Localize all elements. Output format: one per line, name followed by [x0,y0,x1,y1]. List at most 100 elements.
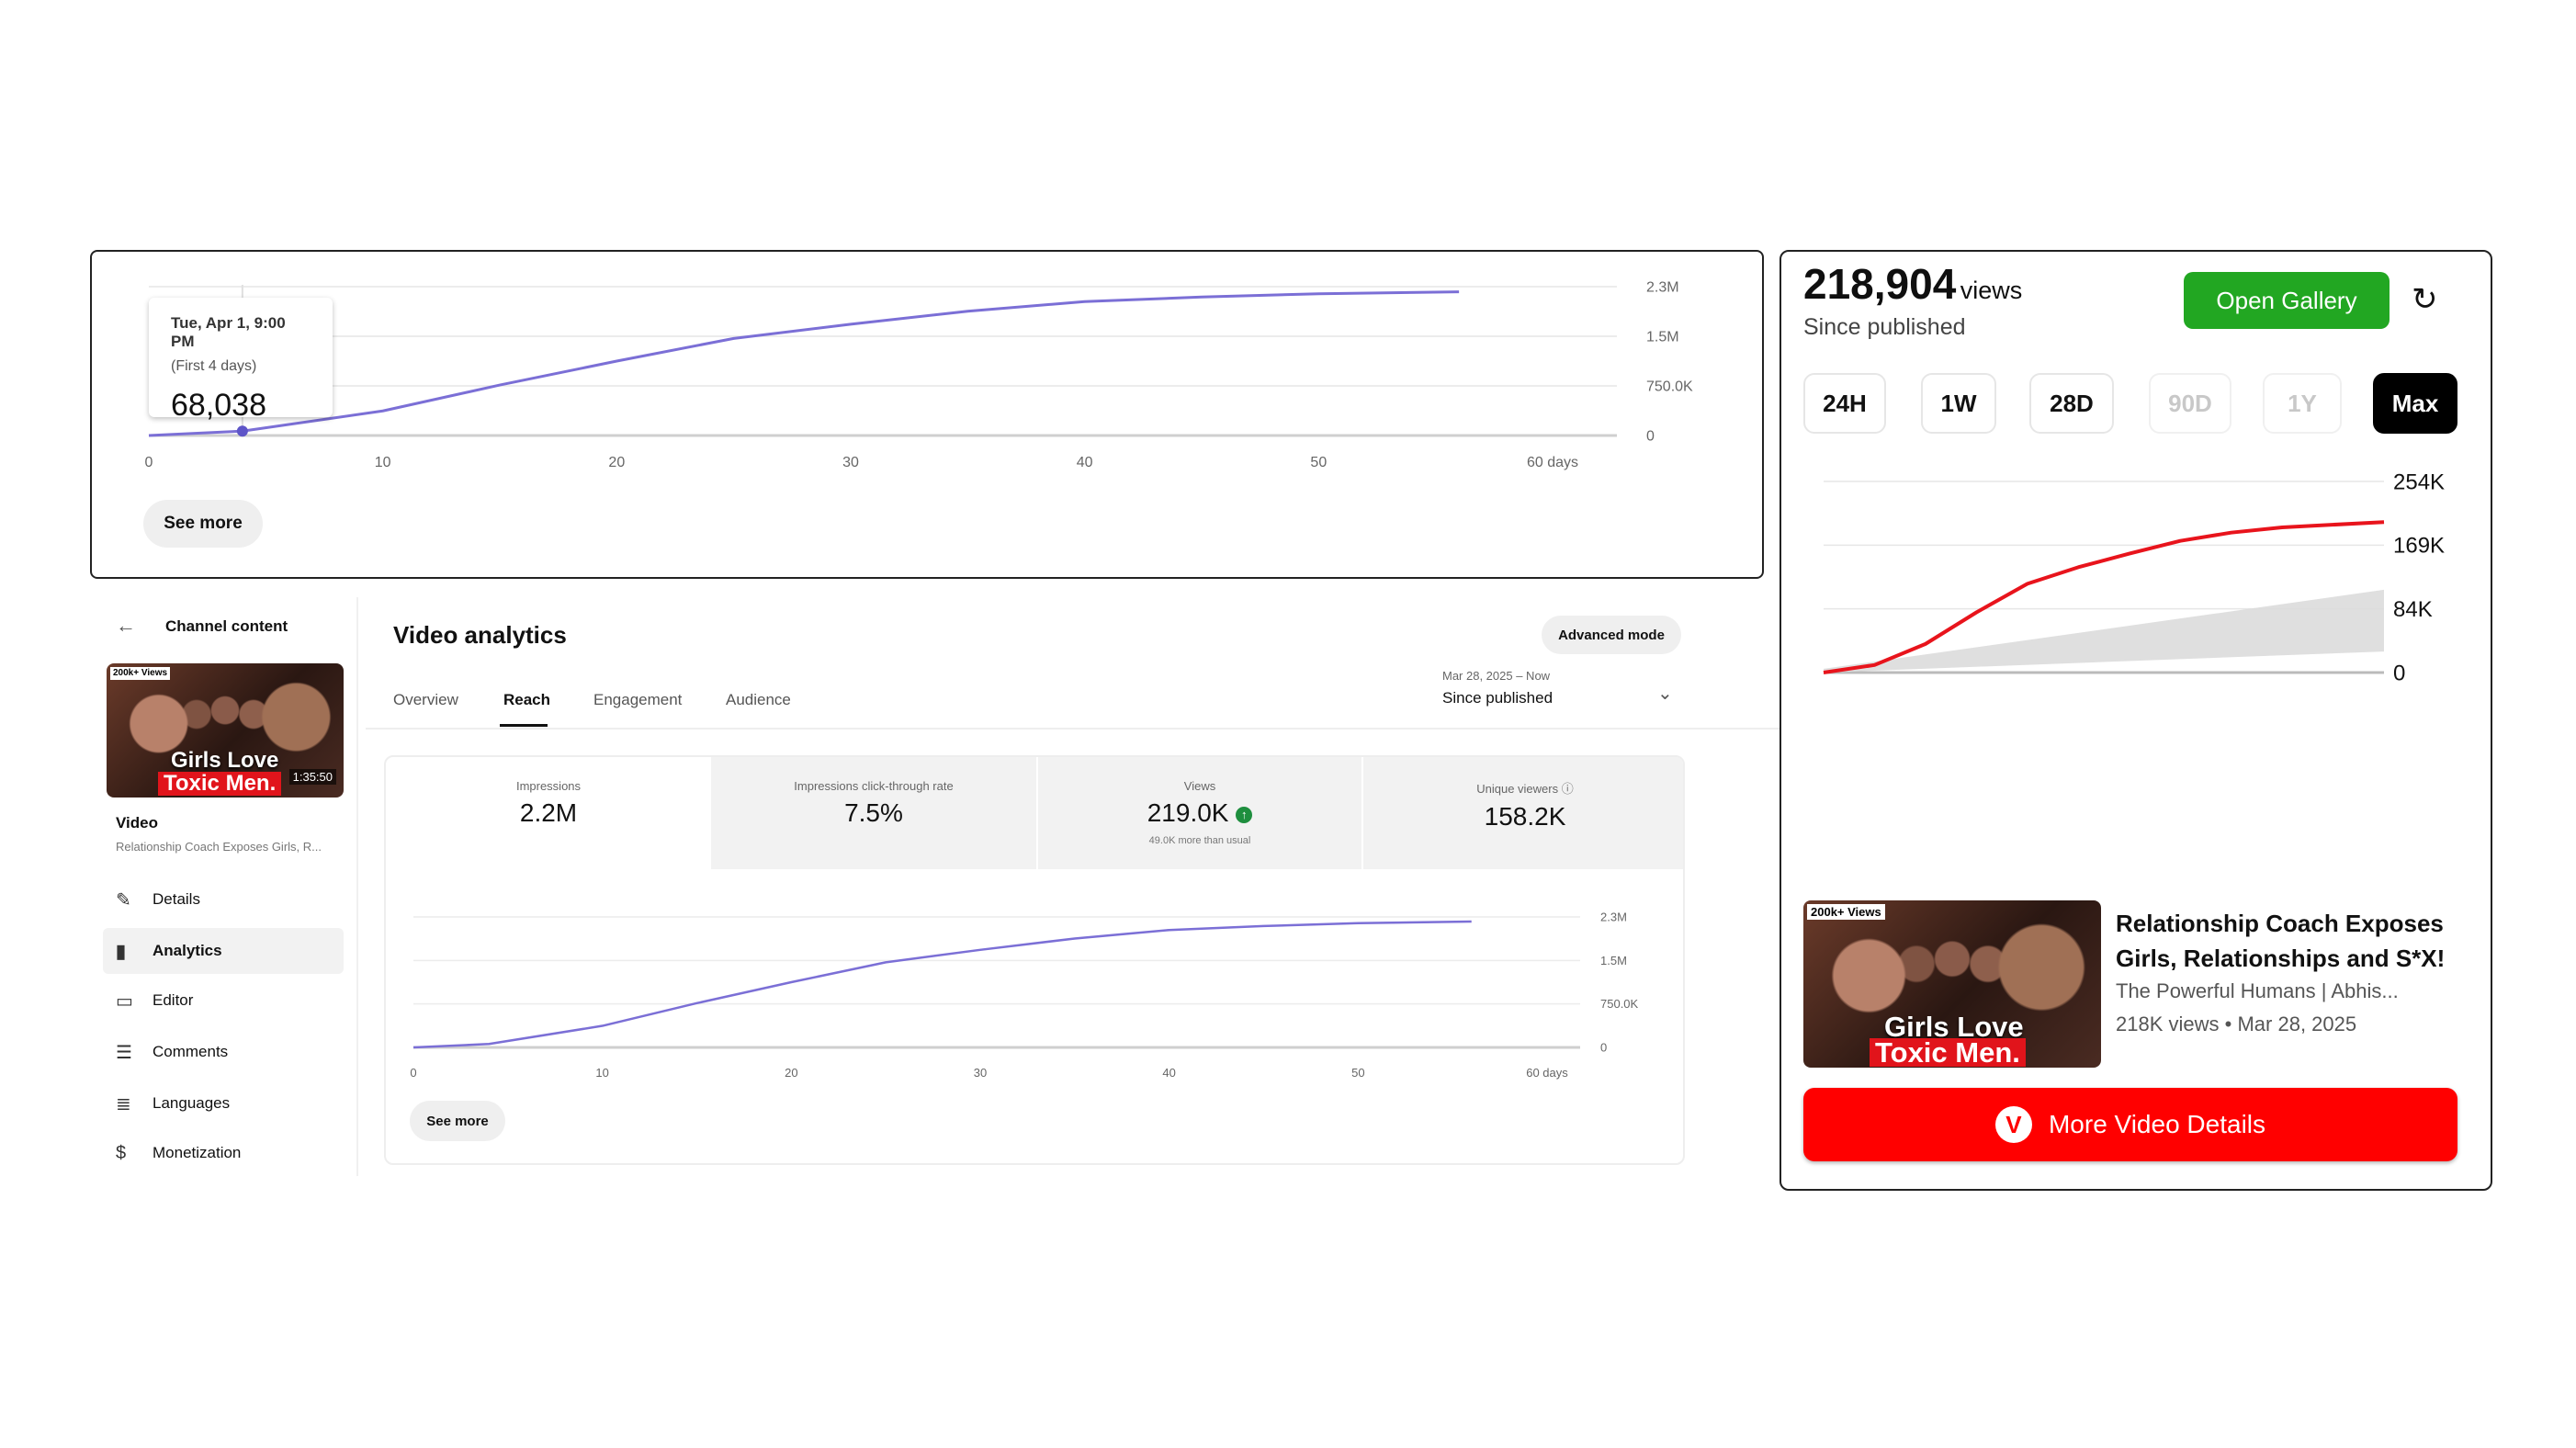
editor-icon: ▭ [116,990,133,1012]
v-logo-icon: V [1994,1106,2032,1143]
hover-point [236,425,248,437]
y-tick-label: 2.3M [1646,280,1679,296]
video-title: Relationship Coach Exposes Girls, R... [116,840,322,854]
video-card-title[interactable]: Relationship Coach Exposes Girls, Relati… [2116,906,2445,976]
thumb-badge: 200k+ Views [1807,904,1885,920]
y-tick-label: 1.5M [1646,330,1679,345]
tab-engagement[interactable]: Engagement [593,691,683,708]
analytics-icon: ▮ [116,941,127,962]
x-tick-label: 30 [974,1066,987,1080]
tab-reach[interactable]: Reach [503,691,551,708]
channel-content-link[interactable]: Channel content [165,617,288,635]
see-more-button[interactable]: See more [410,1101,505,1141]
sidebar-item-label: Analytics [153,942,222,959]
back-arrow-icon[interactable]: ← [116,614,136,637]
metric-value: 7.5% [844,798,903,827]
metric-value: 219.0K ↑ [1038,798,1361,828]
video-label: Video [116,814,158,831]
open-gallery-button[interactable]: Open Gallery [2184,272,2390,329]
metric-label: Impressions [515,779,582,793]
thumb-line1: Girls Love [171,748,279,773]
metric-note: 49.0K more than usual [1148,835,1251,846]
metric-value: 158.2K [1484,802,1566,831]
metric-unique-viewers[interactable]: Unique viewers ⓘ 158.2K [1361,757,1683,869]
see-more-button[interactable]: See more [143,500,263,548]
y-tick-label: 0 [1600,1041,1607,1055]
metric-label: Unique viewers ⓘ [1363,779,1683,797]
tabs-divider [366,728,1856,730]
views-line-chart: 084K169K254K01020304055 days [1823,469,2445,685]
advanced-mode-button[interactable]: Advanced mode [1542,616,1681,654]
languages-icon: ≣ [116,1093,131,1114]
x-tick-label: 40 [1077,455,1093,470]
channel-name[interactable]: The Powerful Humans | Abhis... [2116,979,2399,1002]
thumb-line1: Girls Love [1884,1011,2024,1043]
metrics-card: Impressions 2.2M Impressions click-throu… [384,755,1685,1165]
sidebar-item-analytics[interactable]: ▮ Analytics [103,928,344,974]
page-title: Video analytics [393,621,567,649]
refresh-icon[interactable]: ↻ [2412,282,2438,317]
tab-audience[interactable]: Audience [726,691,791,708]
more-video-details-button[interactable]: V More Video Details [1803,1088,2457,1161]
sidebar-item-label: Languages [153,1094,231,1112]
info-icon[interactable]: ⓘ [1561,782,1574,796]
video-views: 218K views [2116,1012,2220,1035]
range-90d[interactable]: 90D [2149,373,2231,434]
x-tick-label: 50 [1310,455,1327,470]
sidebar-item-details[interactable]: ✎ Details [116,877,200,922]
range-1y[interactable]: 1Y [2263,373,2342,434]
metric-label: Views [1183,779,1216,793]
y-tick-label: 169K [2393,534,2445,559]
typical-range-band [1824,589,2384,673]
pencil-icon: ✎ [116,889,131,911]
video-thumbnail[interactable]: 200k+ Views Girls Love Toxic Men. 1:35:5… [107,663,344,798]
metric-ctr[interactable]: Impressions click-through rate 7.5% [711,757,1036,869]
active-tab-indicator [500,724,548,727]
series-line [148,290,1460,437]
tab-overview[interactable]: Overview [393,691,458,708]
date-range-label[interactable]: Since published [1442,689,1554,707]
sidebar-item-editor[interactable]: ▭ Editor [116,978,193,1024]
views-extension-panel: 218,904 views Since published Open Galle… [1779,250,2492,1191]
tooltip-value: 68,038 [171,388,266,423]
views-count: 218,904 [1803,260,1957,308]
x-tick-label: 60 days [1527,455,1578,470]
thumb-line2: Toxic Men. [158,772,282,796]
up-arrow-icon: ↑ [1236,806,1253,823]
metric-impressions[interactable]: Impressions 2.2M [386,757,711,869]
range-24h[interactable]: 24H [1803,373,1886,434]
thumb-badge: 200k+ Views [110,667,171,680]
metric-views[interactable]: Views 219.0K ↑ 49.0K more than usual [1036,757,1361,869]
views-header: 218,904 views [1803,259,2022,309]
video-date: Mar 28, 2025 [2237,1012,2357,1035]
x-tick-label: 50 [1351,1066,1364,1080]
sidebar-item-comments[interactable]: ☰ Comments [116,1029,228,1075]
y-tick-label: 750.0K [1646,379,1693,395]
metric-value-text: 219.0K [1147,798,1229,827]
y-tick-label: 254K [2393,469,2445,494]
video-meta: 218K views • Mar 28, 2025 [2116,1012,2356,1036]
series-line [412,920,1472,1049]
thumb-line2: Toxic Men. [1870,1038,2026,1067]
tooltip-period: (First 4 days) [171,358,257,374]
x-tick-label: 10 [375,455,391,470]
sidebar-item-languages[interactable]: ≣ Languages [116,1080,230,1126]
sidebar-item-monetization[interactable]: $ Monetization [116,1130,241,1176]
range-max[interactable]: Max [2373,373,2457,434]
x-tick-label: 60 days [1526,1066,1568,1080]
x-tick-label: 40 [1162,1066,1175,1080]
y-tick-label: 84K [2393,597,2433,622]
chevron-down-icon[interactable]: ⌄ [1657,684,1673,704]
reach-line-chart: 0 750.0K 1.5M 2.3M 0 10 20 30 40 50 60 days [410,911,1638,1080]
date-range: Mar 28, 2025 – Now [1442,669,1551,683]
chart-tooltip: Tue, Apr 1, 9:00 PM (First 4 days) 68,03… [149,298,333,423]
series-line [1823,520,2385,674]
video-card-thumbnail[interactable]: 200k+ Views Girls Love Toxic Men. [1803,900,2101,1068]
metric-label: Impressions click-through rate [794,779,954,793]
range-28d[interactable]: 28D [2029,373,2114,434]
monetization-icon: $ [116,1142,127,1163]
metric-value: 2.2M [519,798,578,827]
range-1w[interactable]: 1W [1921,373,1996,434]
y-tick-label: 1.5M [1600,954,1627,967]
x-tick-label: 0 [410,1066,416,1080]
